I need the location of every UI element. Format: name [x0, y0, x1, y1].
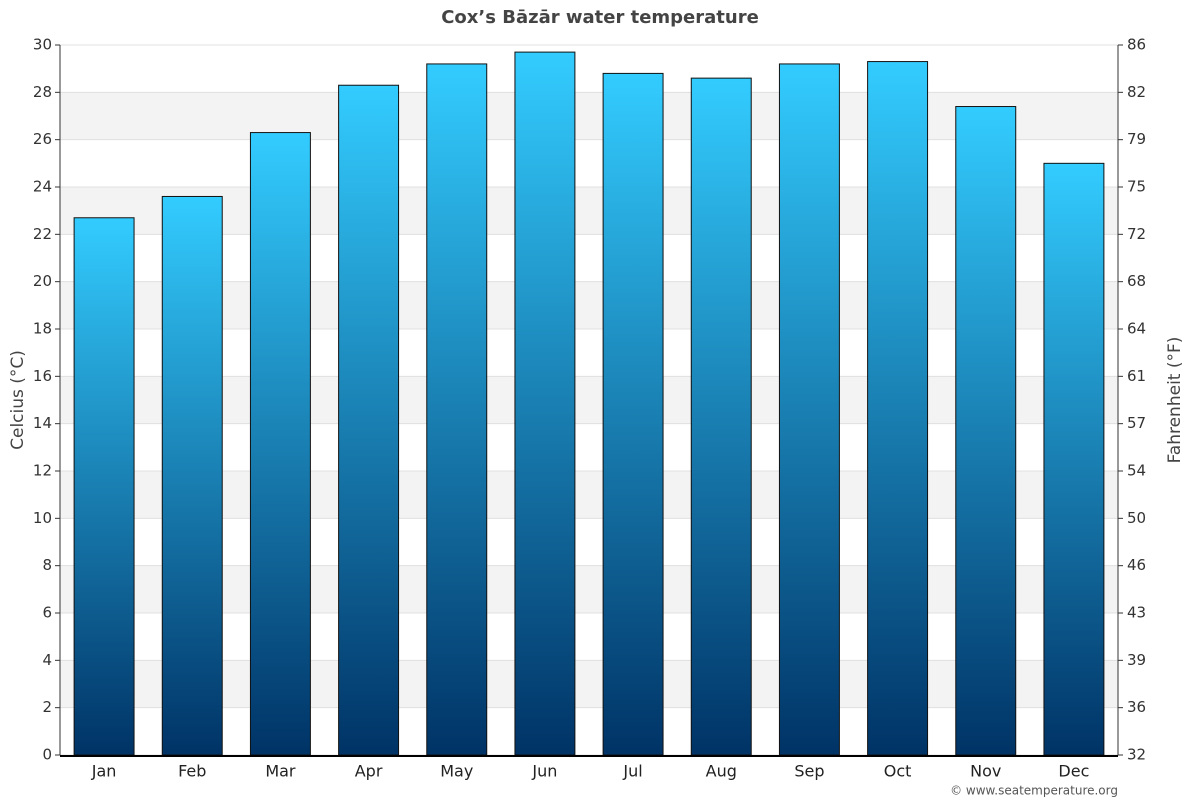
- bar: [955, 106, 1017, 756]
- y-tick-label: 22: [33, 225, 52, 243]
- y2-tick-label: 68: [1127, 272, 1146, 290]
- y2-tick-label: 36: [1127, 698, 1146, 716]
- y2-tick-label: 61: [1127, 367, 1146, 385]
- grid-band: [60, 281, 1118, 329]
- y2-tick-label: 82: [1127, 83, 1146, 101]
- y2-tick-label: 43: [1127, 604, 1146, 622]
- grid-band: [60, 565, 1118, 613]
- grid-band: [60, 471, 1118, 519]
- y-tick-label: 20: [33, 272, 52, 290]
- y2-tick-label: 32: [1127, 746, 1146, 764]
- y2-axis-label: Fahrenheit (°F): [1165, 337, 1185, 464]
- bar: [249, 132, 311, 756]
- y2-tick-label: 86: [1127, 36, 1146, 54]
- source: © www.seatemperature.org: [950, 784, 1118, 798]
- y2-tick-label: 50: [1127, 509, 1146, 527]
- bar: [514, 51, 576, 756]
- y2-tick-label: 54: [1127, 462, 1146, 480]
- y2-tick-label: 79: [1127, 130, 1146, 148]
- y-tick-label: 0: [42, 746, 52, 764]
- x-tick-label: Jul: [622, 762, 642, 781]
- y-tick-label: 28: [33, 83, 52, 101]
- bar: [778, 63, 840, 756]
- y-tick-label: 14: [33, 414, 52, 432]
- bar: [73, 217, 135, 756]
- x-tick-label: Oct: [884, 762, 912, 781]
- x-tick-label: Dec: [1058, 762, 1089, 781]
- x-tick-label: May: [440, 762, 473, 781]
- bar: [161, 195, 223, 756]
- y-axis-label: Celcius (°C): [8, 350, 28, 450]
- y-tick-label: 10: [33, 509, 52, 527]
- grid-band: [60, 92, 1118, 140]
- x-tick-label: Apr: [355, 762, 383, 781]
- y-tick-label: 12: [33, 462, 52, 480]
- y-tick-label: 26: [33, 130, 52, 148]
- y2-tick-label: 39: [1127, 651, 1146, 669]
- y2-tick-label: 72: [1127, 225, 1146, 243]
- x-tick-label: Mar: [265, 762, 296, 781]
- bar: [426, 63, 488, 756]
- y2-tick-label: 75: [1127, 178, 1146, 196]
- bar: [338, 84, 400, 756]
- x-tick-label: Nov: [970, 762, 1001, 781]
- x-tick-label: Sep: [794, 762, 824, 781]
- y-tick-label: 30: [33, 36, 52, 54]
- x-tick-label: Jun: [531, 762, 557, 781]
- x-tick-label: Feb: [178, 762, 206, 781]
- bar: [690, 77, 752, 756]
- grid-band: [60, 187, 1118, 235]
- chart-title: Cox’s Bāzār water temperature: [441, 7, 759, 28]
- y-tick-label: 16: [33, 367, 52, 385]
- bar: [602, 72, 664, 756]
- bar: [867, 61, 929, 756]
- y2-tick-label: 64: [1127, 320, 1146, 338]
- y-tick-label: 8: [42, 556, 52, 574]
- y-tick-label: 4: [42, 651, 52, 669]
- y-tick-label: 24: [33, 178, 52, 196]
- y2-tick-label: 46: [1127, 556, 1146, 574]
- y-tick-label: 6: [42, 604, 52, 622]
- y2-tick-label: 57: [1127, 414, 1146, 432]
- y-tick-label: 18: [33, 320, 52, 338]
- grid-band: [60, 376, 1118, 424]
- y-tick-label: 2: [42, 698, 52, 716]
- x-tick-label: Jan: [91, 762, 117, 781]
- grid-band: [60, 660, 1118, 708]
- bar: [1043, 162, 1105, 756]
- x-tick-label: Aug: [706, 762, 737, 781]
